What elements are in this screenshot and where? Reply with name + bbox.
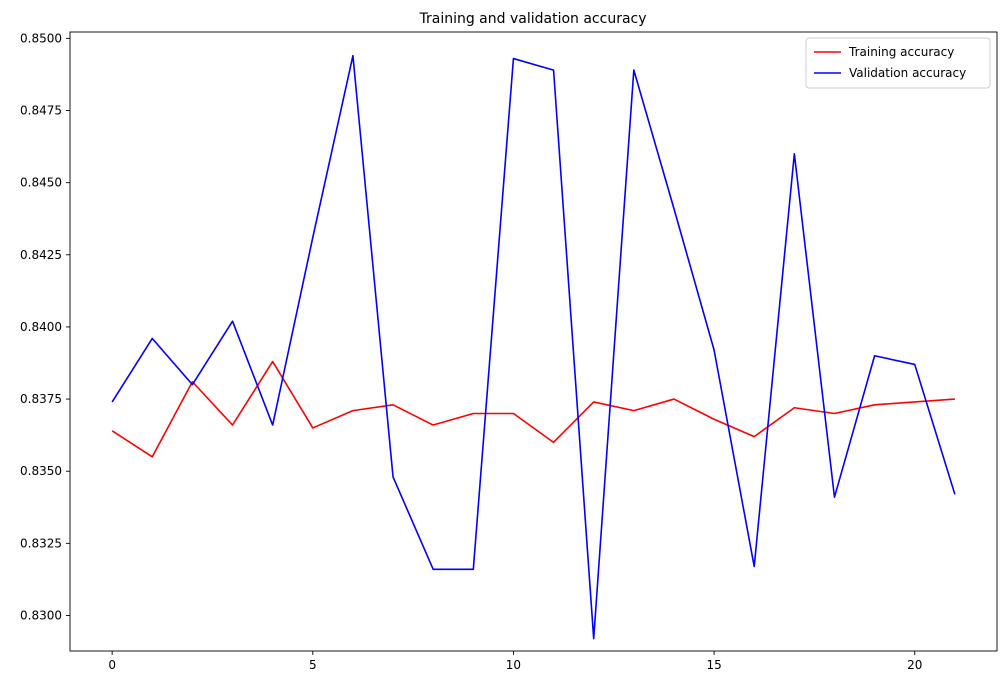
- x-tick-label: 5: [309, 658, 317, 672]
- y-tick-label: 0.8300: [20, 609, 62, 623]
- y-tick-label: 0.8375: [20, 392, 62, 406]
- legend-label: Validation accuracy: [849, 66, 966, 80]
- x-tick-label: 0: [108, 658, 116, 672]
- series-line-validation: [111, 54, 956, 640]
- y-tick-label: 0.8500: [20, 31, 62, 45]
- x-tick-label: 10: [506, 658, 521, 672]
- y-tick-label: 0.8425: [20, 248, 62, 262]
- axes: 0 5 10 15 20 0.8300 0.8325 0.8350 0.8375 0.8400 0.…: [20, 31, 998, 672]
- x-tick-label: 15: [706, 658, 721, 672]
- axes-frame: [69, 31, 998, 652]
- x-tick-label: 20: [907, 658, 922, 672]
- legend-label: Training accuracy: [848, 45, 954, 59]
- series-line-training: [111, 360, 955, 458]
- plot-area: [111, 54, 956, 640]
- legend-box: [805, 37, 991, 89]
- y-tick-label: 0.8475: [20, 103, 62, 117]
- y-tick-label: 0.8400: [20, 320, 62, 334]
- chart-title: Training and validation accuracy: [418, 11, 646, 27]
- y-tick-label: 0.8450: [20, 176, 62, 190]
- legend: Training accuracy Validation accuracy: [805, 37, 991, 89]
- y-tick-label: 0.8325: [20, 536, 62, 550]
- y-tick-label: 0.8350: [20, 464, 62, 478]
